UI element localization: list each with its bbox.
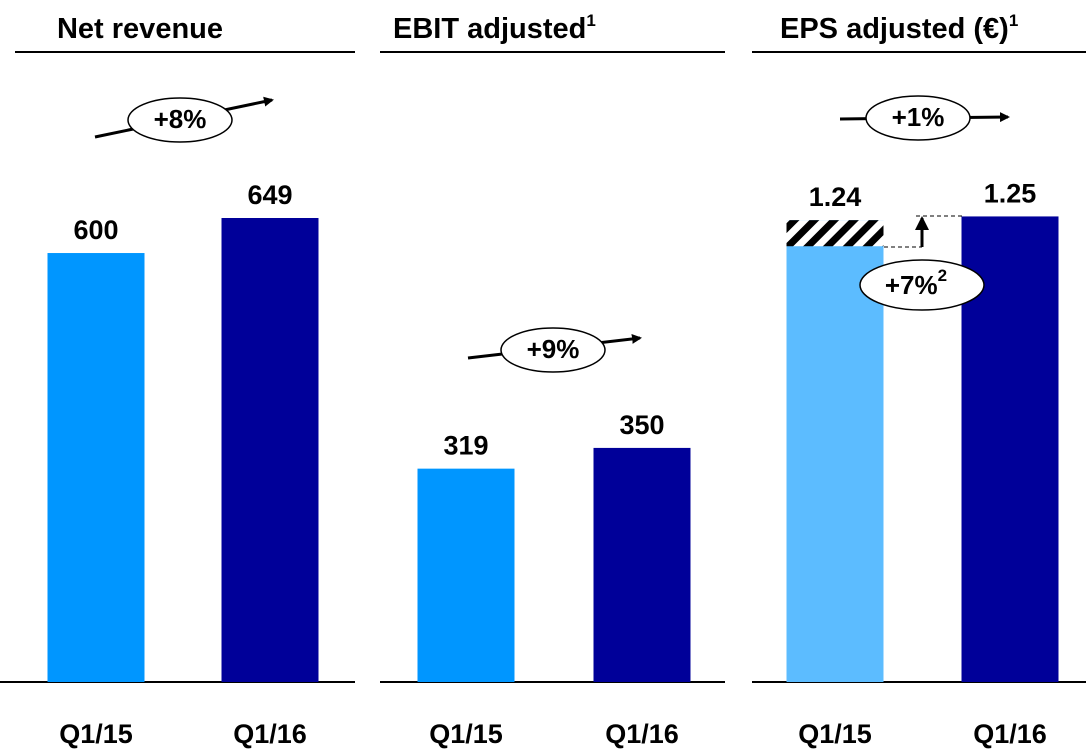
growth-label: +1%	[892, 102, 945, 132]
x-tick-label: Q1/15	[429, 719, 503, 749]
footnote-mark: 1	[586, 11, 595, 30]
value-label: 1.25	[984, 178, 1037, 208]
x-tick-label: Q1/16	[233, 719, 307, 749]
growth-annotation: +8%	[94, 96, 274, 143]
value-label: 319	[443, 431, 488, 461]
growth-label: +8%	[154, 104, 207, 134]
chart-title: EBIT adjusted1	[393, 11, 596, 45]
value-label: 1.24	[809, 182, 862, 212]
x-tick-label: Q1/16	[973, 719, 1047, 749]
delta-annotation: +7%2	[859, 215, 985, 311]
title-text: EBIT adjusted	[393, 13, 586, 45]
x-tick-label: Q1/15	[59, 719, 133, 749]
hatched-segment	[786, 220, 884, 247]
x-tick-label: Q1/16	[605, 719, 679, 749]
growth-label: +9%	[527, 334, 580, 364]
chart-title: Net revenue	[57, 13, 223, 45]
x-tick-label: Q1/15	[798, 719, 872, 749]
value-label: 350	[619, 410, 664, 440]
bar	[417, 468, 515, 682]
delta-label: +7%2	[885, 266, 947, 299]
bar	[221, 218, 319, 682]
title-text: EPS adjusted (€)	[780, 13, 1009, 45]
bar	[593, 447, 691, 682]
delta-text: +7%	[885, 270, 938, 300]
value-label: 649	[247, 180, 292, 210]
growth-annotation: +9%	[467, 327, 642, 373]
chart-title: EPS adjusted (€)1	[780, 11, 1018, 45]
footnote-mark: 2	[938, 266, 947, 285]
footnote-mark: 1	[1009, 11, 1018, 30]
growth-annotation: +1%	[839, 95, 1010, 141]
bar	[47, 253, 145, 682]
value-label: 600	[73, 215, 118, 245]
